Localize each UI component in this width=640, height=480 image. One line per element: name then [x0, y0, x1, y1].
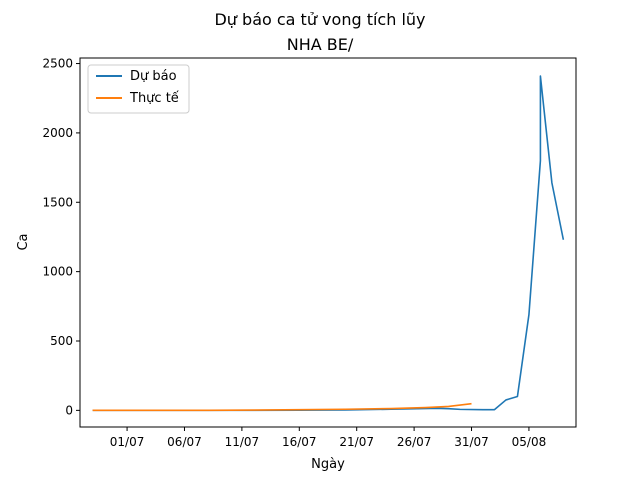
- x-axis-label: Ngày: [311, 457, 345, 472]
- legend: Dự báo Thực tế: [87, 64, 190, 114]
- chart-title: Dự báo ca tử vong tích lũy: [214, 10, 425, 29]
- y-tick-label: 1000: [42, 265, 73, 279]
- legend-label-forecast: Dự báo: [130, 69, 177, 84]
- y-tick-label: 500: [50, 334, 73, 348]
- series-line-0: [92, 75, 565, 412]
- x-tick-label: 11/07: [225, 435, 260, 449]
- x-tick-label: 01/07: [110, 435, 145, 449]
- plot-frame: [79, 57, 577, 428]
- chart-subtitle: NHA BE/: [287, 35, 354, 54]
- x-tick-label: 31/07: [454, 435, 489, 449]
- x-tick-label: 06/07: [167, 435, 202, 449]
- y-tick-label: 2000: [42, 126, 73, 140]
- legend-label-actual: Thực tế: [129, 91, 179, 106]
- x-tick-label: 26/07: [397, 435, 432, 449]
- plot-lines: [92, 75, 565, 412]
- x-tick-label: 21/07: [339, 435, 374, 449]
- y-tick-label: 2500: [42, 57, 73, 71]
- tick-group: 01/07 06/07 11/07 16/07 21/07 26/07 31/07 05/08…: [42, 57, 546, 449]
- series-line-1: [92, 402, 472, 412]
- x-tick-label: 05/08: [512, 435, 547, 449]
- x-tick-label: 16/07: [282, 435, 317, 449]
- y-axis-label: Ca: [16, 233, 31, 250]
- y-tick-label: 0: [65, 403, 73, 417]
- y-tick-label: 1500: [42, 195, 73, 209]
